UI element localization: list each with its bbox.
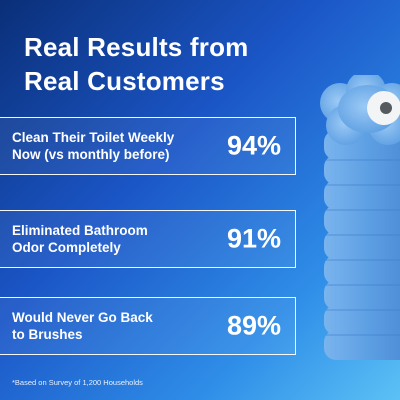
- stat-label-line-1: Would Never Go Back: [12, 310, 153, 325]
- headline: Real Results from Real Customers: [24, 30, 314, 98]
- stat-percent: 89%: [226, 310, 281, 341]
- top-pad: [320, 75, 400, 145]
- stat-label-line-2: Odor Completely: [12, 240, 121, 255]
- product-stack-image: [320, 75, 400, 360]
- stat-card-weekly-cleaning: Clean Their Toilet Weekly Now (vs monthl…: [0, 117, 296, 175]
- stat-label-line-2: Now (vs monthly before): [12, 147, 170, 162]
- headline-line-1: Real Results from: [24, 32, 249, 62]
- stat-label: Eliminated Bathroom Odor Completely: [12, 222, 207, 256]
- stat-label-line-1: Eliminated Bathroom: [12, 223, 148, 238]
- stat-percent: 94%: [226, 130, 281, 161]
- stat-label: Would Never Go Back to Brushes: [12, 309, 207, 343]
- stat-card-odor: Eliminated Bathroom Odor Completely 91%: [0, 210, 296, 268]
- survey-footnote: *Based on Survey of 1,200 Households: [12, 378, 143, 387]
- headline-line-2: Real Customers: [24, 66, 225, 96]
- stat-label: Clean Their Toilet Weekly Now (vs monthl…: [12, 129, 207, 163]
- pad-layers: [324, 130, 400, 360]
- stat-percent: 91%: [226, 223, 281, 254]
- stat-label-line-2: to Brushes: [12, 327, 83, 342]
- stat-card-brushes: Would Never Go Back to Brushes 89%: [0, 297, 296, 355]
- stat-label-line-1: Clean Their Toilet Weekly: [12, 130, 175, 145]
